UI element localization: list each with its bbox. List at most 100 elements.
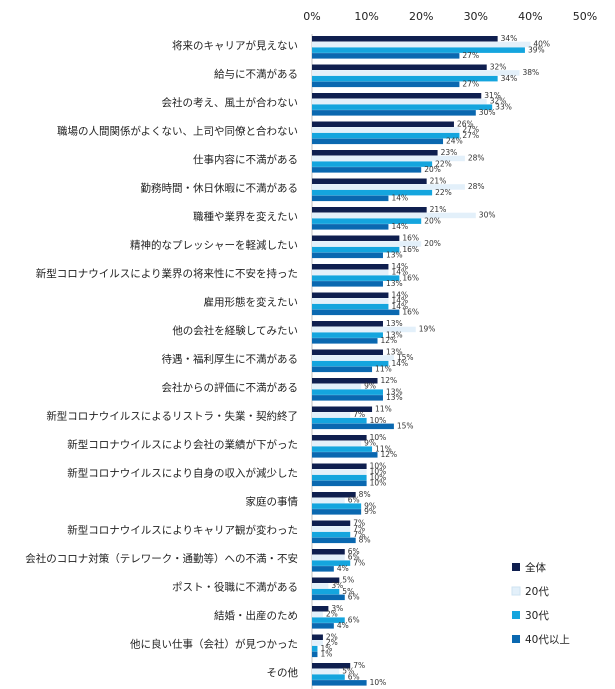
data-label: 34% [501,74,518,83]
data-label: 27% [462,51,479,60]
data-label: 27% [462,131,479,140]
data-label: 5% [342,575,354,584]
category-label: 雇用形態を変えたい [204,296,299,309]
data-label: 8% [359,536,371,545]
category-label: 給与に不満がある [214,68,298,81]
data-label: 14% [391,302,408,311]
data-label: 9% [364,507,376,516]
data-label: 6% [348,496,360,505]
data-label: 20% [424,165,441,174]
data-label: 20% [424,216,441,225]
data-label: 14% [391,296,408,305]
bar [312,252,383,259]
data-label: 20% [424,239,441,248]
data-label: 16% [402,273,419,282]
bar [312,623,334,629]
data-label: 12% [381,336,398,345]
category-label: 家庭の事情 [246,495,299,508]
data-label: 21% [430,205,447,214]
data-label: 11% [375,404,392,413]
legend-swatch [512,611,520,619]
data-label: 30% [479,108,496,117]
bar [312,189,433,196]
data-label: 10% [370,467,387,476]
data-label: 16% [402,245,419,254]
bar [312,554,345,561]
x-tick-label: 0% [303,10,320,23]
bar [312,218,422,224]
data-label: 1% [320,650,332,659]
legend-label: 全体 [525,561,546,574]
bar [312,264,389,270]
bar [312,64,487,70]
category-label: 仕事内容に不満がある [193,153,298,166]
bar [312,492,356,498]
data-label: 32% [490,62,507,71]
data-label: 6% [348,672,360,681]
bar [312,298,389,304]
bar [312,509,362,515]
data-label: 3% [331,581,343,590]
data-label: 7% [353,530,365,539]
category-label: 新型コロナウイルスによりキャリア観が変わった [67,524,298,537]
bar [312,412,351,418]
category-label: 他の会社を経験してみたい [172,324,298,337]
data-label: 38% [522,68,539,77]
bar [312,360,389,367]
bar [312,440,362,447]
data-label: 4% [337,564,349,573]
data-label: 14% [391,194,408,203]
data-label: 10% [370,479,387,488]
data-label: 24% [446,137,463,146]
bar [312,309,400,316]
bar [312,98,487,105]
bar [312,469,367,475]
data-label: 13% [386,319,403,328]
bar [312,537,356,544]
category-label: 職種や業界を変えたい [193,210,298,223]
bar [312,321,383,327]
data-label: 15% [397,353,414,362]
bar [312,207,427,213]
data-label: 10% [370,416,387,425]
bar [312,520,351,526]
data-label: 12% [381,376,398,385]
bar [312,167,422,173]
bar [312,668,340,675]
data-label: 26% [457,119,474,128]
bar [312,611,323,618]
bar [312,195,389,202]
bar [312,583,329,589]
category-label: 結婚・出産のため [214,609,298,622]
data-label: 14% [391,359,408,368]
data-label: 3% [331,604,343,613]
bar [312,651,318,658]
bar [312,332,383,338]
data-label: 5% [342,587,354,596]
category-label: 待遇・福利厚生に不満がある [162,353,299,366]
bar [312,138,444,145]
bar [312,155,465,162]
category-label: ポスト・役職に不満がある [172,581,298,594]
data-label: 22% [435,159,452,168]
x-tick-label: 20% [409,10,433,23]
legend-label: 30代 [525,610,549,622]
data-label: 14% [391,268,408,277]
data-label: 11% [375,365,392,374]
bar [312,446,373,452]
data-label: 12% [381,450,398,459]
bar [312,474,367,481]
bar [312,150,438,156]
category-label: 職場の人間関係がよくない、上司や同僚と合わない [57,125,298,138]
bar [312,674,345,680]
data-label: 33% [495,102,512,111]
data-label: 2% [326,610,338,619]
bar [312,121,454,127]
category-label: その他 [267,666,299,679]
data-label: 6% [348,547,360,556]
data-label: 8% [359,490,371,499]
bar [312,224,389,230]
bar [312,269,389,276]
bar [312,503,362,509]
